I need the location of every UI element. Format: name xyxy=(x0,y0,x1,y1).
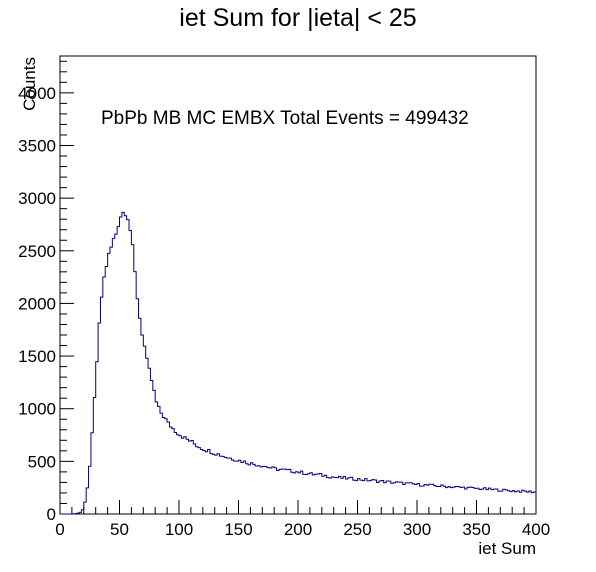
y-tick-label: 2500 xyxy=(18,242,56,261)
x-tick-label: 400 xyxy=(522,520,550,539)
x-tick-label: 200 xyxy=(284,520,312,539)
chart-title: iet Sum for |ieta| < 25 xyxy=(179,4,416,32)
y-tick-label: 3500 xyxy=(18,136,56,155)
y-tick-label: 0 xyxy=(47,505,56,524)
x-tick-label: 300 xyxy=(403,520,431,539)
y-tick-label: 3000 xyxy=(18,189,56,208)
x-tick-label: 0 xyxy=(55,520,64,539)
x-axis-label: iet Sum xyxy=(478,539,536,558)
total-events-annotation: PbPb MB MC EMBX Total Events = 499432 xyxy=(101,108,469,129)
y-tick-label: 2000 xyxy=(18,294,56,313)
y-axis-label: Counts xyxy=(20,57,39,111)
x-tick-label: 50 xyxy=(110,520,129,539)
histogram-line xyxy=(60,211,536,515)
y-tick-label: 1000 xyxy=(18,400,56,419)
x-tick-label: 350 xyxy=(462,520,490,539)
x-tick-label: 150 xyxy=(224,520,252,539)
x-tick-label: 100 xyxy=(165,520,193,539)
histogram-series xyxy=(60,211,536,515)
y-tick-label: 4000 xyxy=(18,84,56,103)
y-axis-ticks: 0 500 1000 1500 2000 2500 3000 3500 4000 xyxy=(18,60,74,524)
y-tick-label: 500 xyxy=(28,452,56,471)
x-axis-ticks: 0 50 100 150 200 250 300 350 400 xyxy=(55,500,550,539)
x-tick-label: 250 xyxy=(343,520,371,539)
y-tick-label: 1500 xyxy=(18,347,56,366)
